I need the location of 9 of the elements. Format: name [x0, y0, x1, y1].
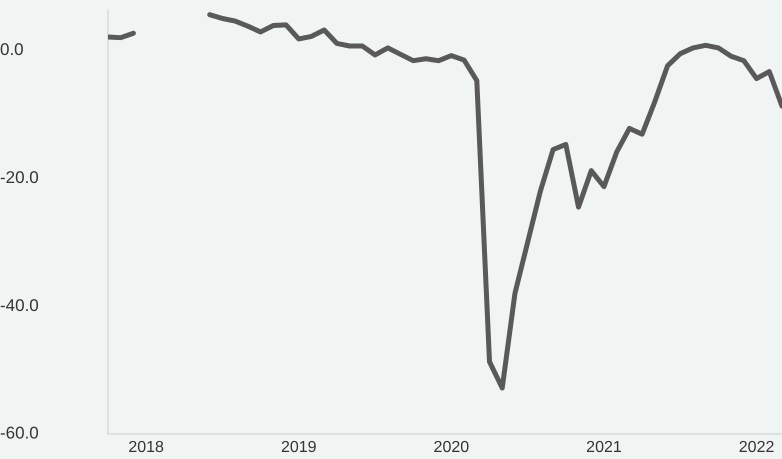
x-tick-label: 2022: [738, 439, 774, 456]
x-tick-label: 2019: [280, 439, 317, 456]
x-tick-label: 2020: [434, 439, 470, 456]
y-tick-label: -40.0: [0, 296, 39, 315]
x-tick-label: 2021: [586, 439, 622, 456]
y-tick-label: -60.0: [0, 424, 39, 443]
y-tick-label: -20.0: [0, 168, 39, 187]
x-tick-label: 2018: [128, 439, 164, 456]
y-tick-label: 0.0: [0, 40, 24, 60]
